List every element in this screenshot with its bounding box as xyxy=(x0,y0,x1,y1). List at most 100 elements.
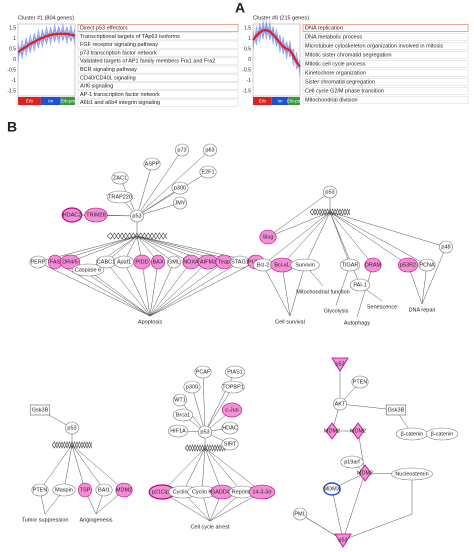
node xyxy=(130,209,144,223)
edge xyxy=(136,149,211,217)
term: Kinetochore organization xyxy=(305,70,366,76)
node-label: TIGAR xyxy=(342,262,359,268)
node-label: HDAC xyxy=(222,425,238,431)
node xyxy=(259,229,277,245)
node-label: MDM2 xyxy=(116,487,132,493)
edge xyxy=(71,444,105,491)
edge xyxy=(149,261,175,317)
term-box xyxy=(302,33,469,41)
node-label: TSP xyxy=(80,487,91,493)
node-label: E2F1 xyxy=(201,169,214,175)
node xyxy=(167,424,189,438)
term: Direct p53 effectors xyxy=(80,25,128,31)
edge xyxy=(281,211,331,266)
outcome: Angiogenesis xyxy=(79,517,112,523)
node xyxy=(349,278,371,292)
term: BCR signaling pathway xyxy=(80,67,137,73)
node-label: p53 xyxy=(132,213,141,219)
node xyxy=(71,263,105,277)
edge xyxy=(201,447,206,493)
edge xyxy=(421,264,428,305)
node-label: GML xyxy=(168,259,180,265)
node-label: Bcl-2 xyxy=(257,262,270,268)
outcome: Glycolysis xyxy=(324,308,349,314)
node-label: PIDD xyxy=(135,259,148,265)
edge xyxy=(267,191,331,238)
node-label: Nucleostemin xyxy=(395,471,428,477)
node-label: TRAP220 xyxy=(108,194,132,200)
term-box xyxy=(77,32,239,41)
node-label: SIRT xyxy=(224,441,237,447)
edge xyxy=(136,171,209,217)
term-box xyxy=(302,42,469,50)
edge xyxy=(136,235,175,263)
outcome: Apoptosis xyxy=(138,319,162,325)
node xyxy=(31,483,49,497)
panel-label: B xyxy=(7,119,17,135)
node xyxy=(351,422,365,440)
node xyxy=(198,425,212,439)
edge xyxy=(136,163,153,217)
node-label: HDAC2 xyxy=(63,212,82,218)
term-box xyxy=(77,65,239,74)
term: Microtubule cytoskeleton organization in… xyxy=(305,43,443,49)
node-label: PCNA xyxy=(419,262,435,268)
term: Sister chromatid segregation xyxy=(305,79,375,85)
node xyxy=(29,404,51,416)
node xyxy=(248,484,276,500)
phase-bar xyxy=(60,97,75,105)
edge xyxy=(161,447,206,493)
term-box xyxy=(77,40,239,49)
node-label: β-catenin xyxy=(401,431,424,437)
term-box xyxy=(77,73,239,82)
node-label: PML xyxy=(294,511,305,517)
node-label: ASPP xyxy=(145,161,160,167)
node-label: Survivin xyxy=(295,262,315,268)
node xyxy=(65,421,79,435)
node-label: DRAM xyxy=(365,262,382,268)
node-label: p53R2 xyxy=(400,262,416,268)
term-box xyxy=(77,82,239,90)
node xyxy=(221,421,239,435)
node xyxy=(221,402,243,418)
edge xyxy=(149,261,159,317)
edge xyxy=(141,261,151,317)
phase-label: Im xyxy=(278,99,283,104)
term: Mitotic sister chromatid segregation xyxy=(305,52,392,58)
term: CD40/CD40L signaling xyxy=(80,75,136,81)
y-tick-label: 0.5 xyxy=(244,46,251,52)
node xyxy=(171,181,189,195)
node-label: Cyclin G xyxy=(173,489,194,495)
node-label: PCAF xyxy=(196,369,211,375)
node xyxy=(29,255,47,269)
term: FGF receptor signaling pathway xyxy=(80,42,158,48)
term-box xyxy=(77,98,239,107)
phase-bar xyxy=(271,97,289,105)
edge xyxy=(421,246,447,305)
y-tick-label: -0.5 xyxy=(7,67,16,73)
node xyxy=(173,196,187,210)
node xyxy=(385,404,407,416)
node xyxy=(172,408,194,422)
node xyxy=(221,437,239,451)
outcome: Cell survival xyxy=(275,319,305,325)
node-label: Brca1 xyxy=(176,412,190,418)
node-label: MDMX xyxy=(324,486,341,492)
phase-bar xyxy=(288,97,300,105)
term-box xyxy=(302,78,469,86)
edge xyxy=(71,444,86,491)
node-label: HIF1A xyxy=(170,428,186,434)
node xyxy=(84,207,108,223)
dna-helix xyxy=(106,232,168,240)
phase-label: Erb xyxy=(26,99,34,104)
edge xyxy=(105,261,151,317)
node-label: BAI1 xyxy=(98,487,110,493)
edge xyxy=(267,211,331,238)
node xyxy=(391,467,433,481)
node xyxy=(59,254,81,270)
node-label: Cyclin K xyxy=(192,489,213,495)
node xyxy=(183,380,201,394)
node xyxy=(199,165,217,179)
node xyxy=(323,185,337,199)
